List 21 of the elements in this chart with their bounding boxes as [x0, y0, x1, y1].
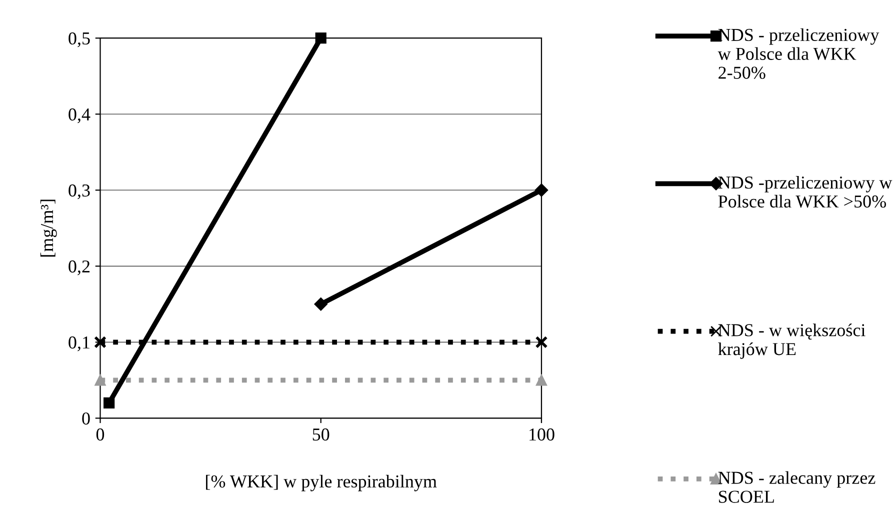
point [315, 32, 326, 44]
y-tick-label: 0,1 [68, 336, 90, 352]
point [314, 298, 328, 311]
x-tick-label: 100 [530, 428, 554, 441]
point [94, 336, 106, 348]
y-axis-title: [mg/m³] [40, 200, 57, 257]
point [534, 184, 548, 197]
y-tick-label: 0,3 [68, 184, 90, 200]
x-axis-title: [% WKK] w pyle respirabilnym [206, 474, 437, 492]
legend-label: NDS - zalecany przez SCOEL [718, 471, 876, 503]
y-tick-label: 0 [82, 412, 90, 425]
y-tick-label: 0,4 [68, 108, 90, 124]
point [94, 374, 106, 386]
x-tick-label: 50 [312, 428, 330, 441]
y-tick-label: 0,2 [68, 260, 90, 276]
x-tick-label: 0 [96, 428, 104, 441]
point [104, 397, 115, 409]
legend-label: NDS - w większości krajów UE [718, 324, 866, 359]
point [536, 374, 548, 386]
y-tick-label: 0,5 [68, 32, 90, 48]
point [535, 336, 548, 348]
